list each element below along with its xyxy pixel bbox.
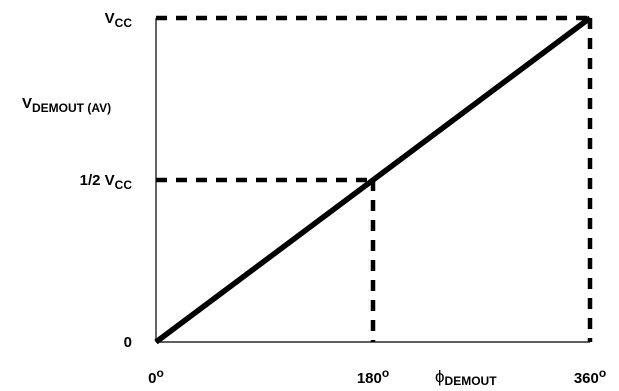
y-tick-label-1: 1/2 VCC (80, 172, 133, 192)
series-line (154, 15, 592, 345)
x-tick-label-1: 180o (357, 366, 389, 387)
x-tick-value: 0 (148, 370, 156, 387)
guide-lines (156, 15, 593, 342)
x-tick-degree: o (382, 366, 389, 380)
x-tick-degree: o (599, 366, 606, 380)
y-tick-subscript: CC (115, 16, 133, 30)
x-axis-label-main: ϕ (435, 367, 445, 386)
x-tick-label-2: 360o (574, 366, 606, 387)
y-axis-label-sub: DEMOUT (AV) (32, 101, 111, 115)
y-tick-value: V (105, 10, 115, 27)
x-tick-label-0: 0o (148, 366, 164, 387)
y-tick-value: 0 (124, 334, 132, 351)
y-tick-label-0: 0 (124, 334, 132, 351)
y-axis-label: VDEMOUT (AV) (22, 95, 111, 115)
x-tick-value: 360 (574, 370, 599, 387)
y-axis-label-main: V (22, 95, 32, 112)
x-axis-label-sub: DEMOUT (445, 374, 498, 388)
x-tick-degree: o (157, 366, 164, 380)
y-tick-label-2: VCC (105, 10, 133, 30)
x-tick-value: 180 (357, 370, 382, 387)
y-tick-value: 1/2 V (80, 172, 115, 189)
y-tick-subscript: CC (115, 178, 133, 192)
x-tick-labels: 0o 180o 360o (148, 366, 606, 387)
x-axis-label: ϕDEMOUT (435, 367, 497, 388)
